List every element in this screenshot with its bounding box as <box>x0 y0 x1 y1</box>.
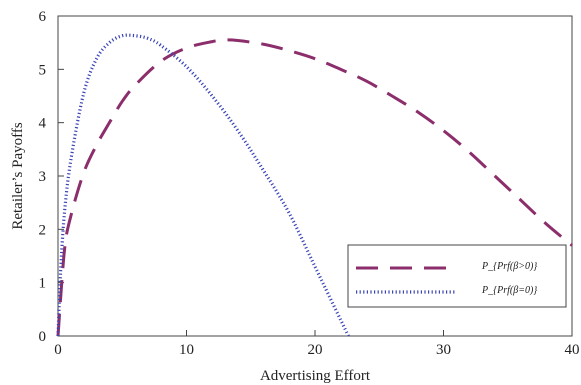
y-axis-ticks: 0 1 2 3 4 5 6 <box>39 9 64 345</box>
series-line-beta-positive <box>56 38 573 337</box>
series-line-beta-zero <box>56 33 350 337</box>
x-tick-label: 30 <box>436 342 451 358</box>
x-tick-label: 0 <box>54 342 62 358</box>
x-tick-label: 40 <box>565 342 580 358</box>
legend-box <box>347 244 567 308</box>
y-tick-label: 3 <box>39 169 47 185</box>
y-axis-title: Retailer’s Payoffs <box>10 122 26 230</box>
series-layer <box>56 33 573 337</box>
y-tick-label: 2 <box>39 222 47 238</box>
x-axis-title: Advertising Effort <box>260 368 371 384</box>
y-tick-label: 6 <box>39 9 47 25</box>
y-tick-label: 5 <box>39 62 47 78</box>
y-tick-label: 4 <box>39 116 47 132</box>
y-tick-label: 0 <box>39 329 47 345</box>
legend-label-beta-zero: P_{Prf(β=0)} <box>481 285 537 296</box>
legend: P_{Prf(β>0)} P_{Prf(β=0)} <box>347 244 567 308</box>
y-tick-label: 1 <box>39 276 47 292</box>
x-tick-label: 10 <box>179 342 194 358</box>
x-tick-label: 20 <box>308 342 323 358</box>
legend-label-beta-positive: P_{Prf(β>0)} <box>481 261 537 272</box>
x-axis-ticks: 0 10 20 30 40 <box>54 330 580 358</box>
